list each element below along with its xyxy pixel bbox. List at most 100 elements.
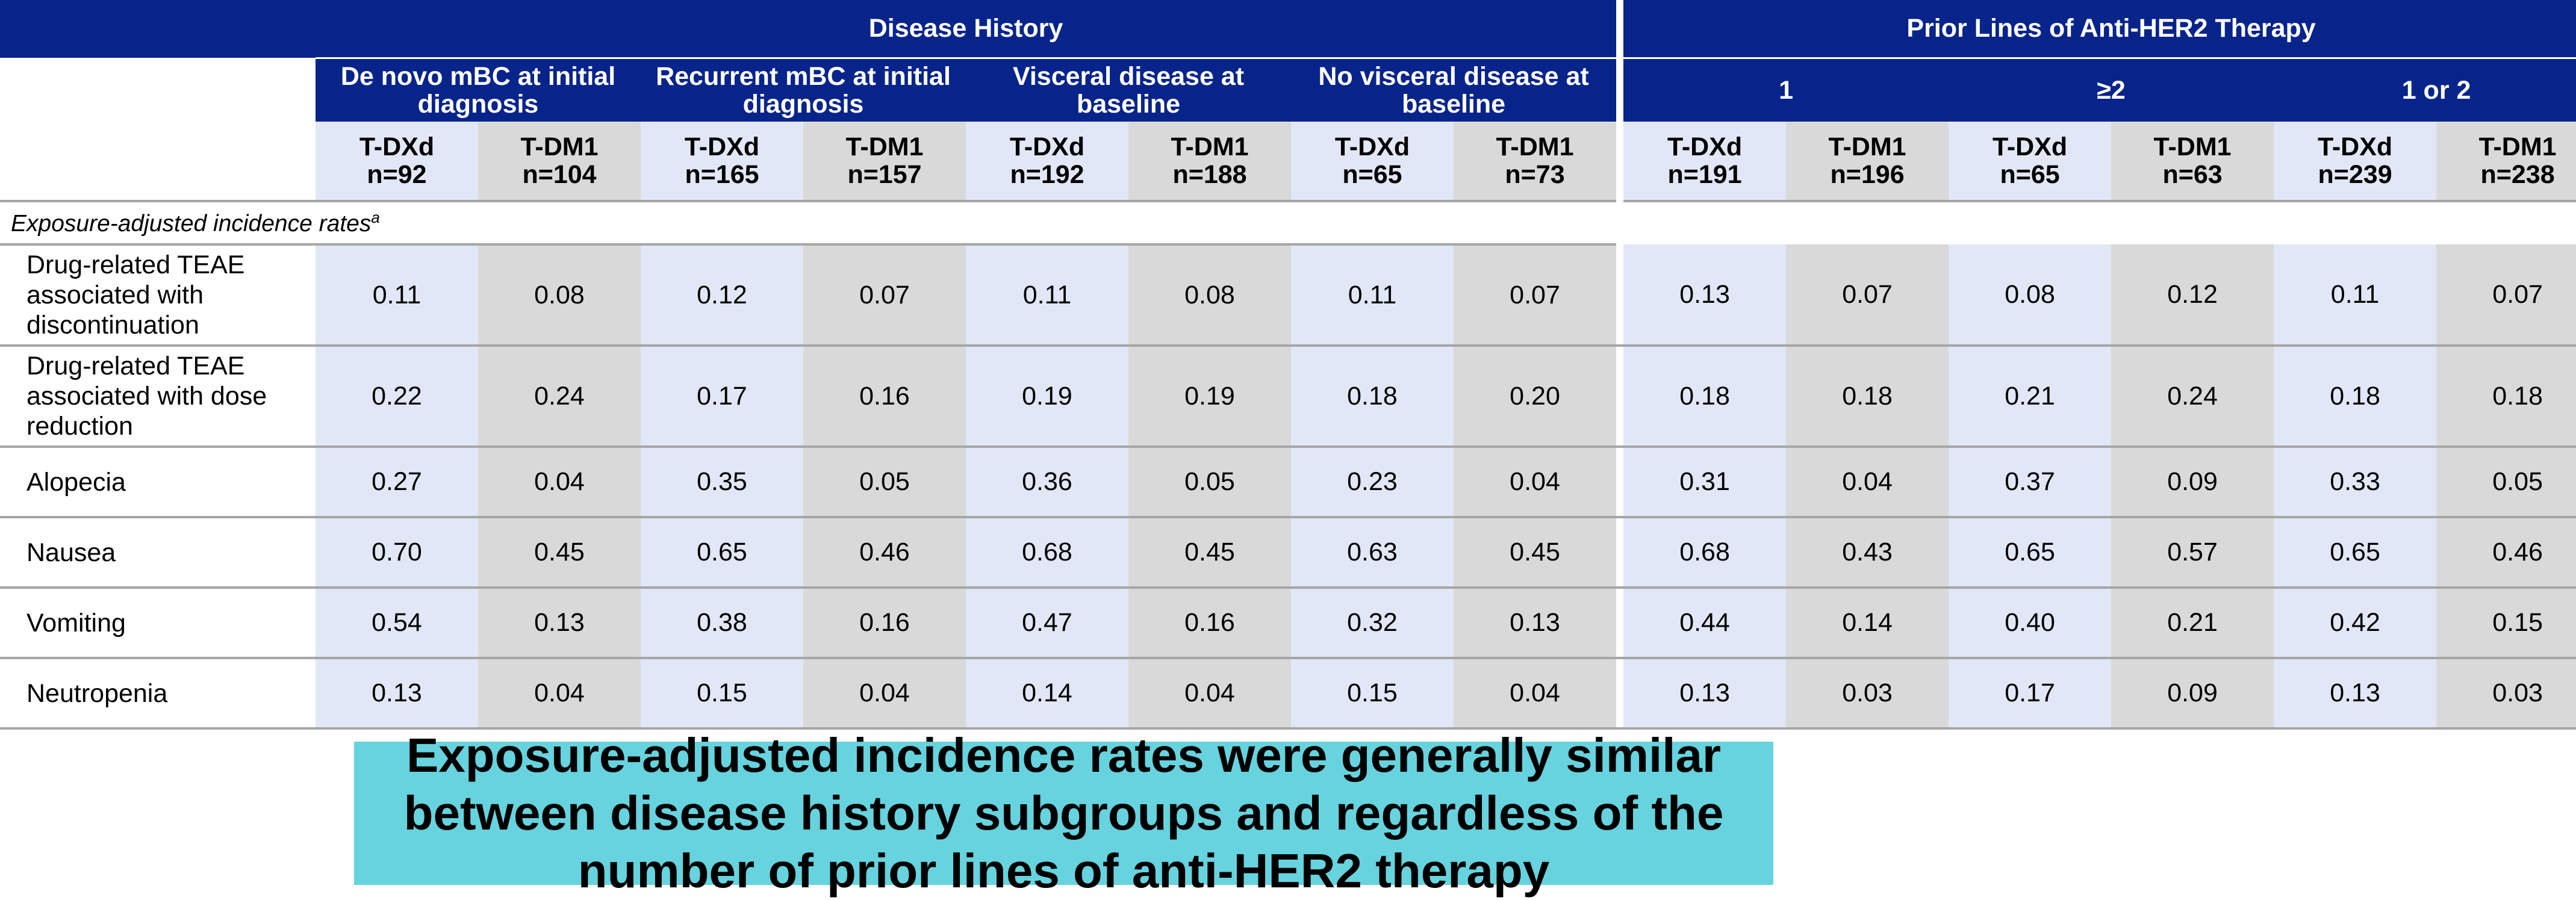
table-row: Nausea 0.70 0.45 0.65 0.46 0.68 0.45 0.63 0.45 0.… — [0, 517, 2576, 589]
value-cell: 0.21 — [1949, 346, 2112, 448]
value-cell: 0.07 — [2436, 244, 2576, 347]
table-row: Vomiting 0.54 0.13 0.38 0.16 0.47 0.16 0.32 0.13… — [0, 588, 2576, 659]
value-cell: 0.04 — [1454, 447, 1617, 518]
value-cell: 0.37 — [1949, 447, 2112, 518]
value-cell: 0.05 — [803, 447, 966, 518]
table-row: Neutropenia 0.13 0.04 0.15 0.04 0.14 0.04 0.15 0… — [0, 658, 2576, 730]
row-label: Nausea — [0, 517, 316, 589]
header-blank-cell — [0, 58, 316, 122]
value-cell: 0.04 — [478, 658, 641, 730]
column-gap — [1616, 346, 1624, 448]
row-label-line: associated with dose — [26, 382, 267, 411]
row-label-line: Neutropenia — [26, 678, 168, 708]
arm-n: n=165 — [685, 160, 759, 189]
value-cell: 0.08 — [1949, 244, 2112, 347]
value-cell: 0.08 — [1128, 244, 1291, 347]
arm-name: T-DXd — [1009, 132, 1085, 161]
value-cell: 0.04 — [1128, 658, 1291, 730]
column-gap — [1616, 58, 1624, 122]
arm-header: T-DXd n=239 — [2274, 122, 2437, 202]
value-cell: 0.09 — [2111, 447, 2274, 518]
subgroup-header: Visceral disease at baseline — [966, 57, 1291, 122]
value-cell: 0.57 — [2111, 517, 2274, 589]
value-cell: 0.70 — [316, 517, 478, 589]
value-cell: 0.12 — [641, 244, 803, 347]
value-cell: 0.05 — [1128, 447, 1291, 518]
value-cell: 0.19 — [1128, 346, 1291, 448]
header-blank-cell — [0, 0, 316, 58]
value-cell: 0.43 — [1786, 517, 1949, 589]
arm-n: n=192 — [1010, 160, 1084, 189]
arm-header: T-DXd n=191 — [1623, 122, 1787, 202]
arm-header: T-DXd n=165 — [641, 122, 803, 202]
value-cell: 0.40 — [1949, 588, 2112, 659]
arm-header: T-DM1 n=196 — [1786, 122, 1949, 202]
arm-header: T-DXd n=192 — [966, 122, 1128, 202]
row-label-line: Drug-related TEAE — [26, 250, 245, 279]
column-gap — [1616, 658, 1624, 730]
arm-n: n=196 — [1830, 160, 1905, 189]
value-cell: 0.13 — [1454, 588, 1617, 659]
arm-n: n=157 — [847, 160, 922, 189]
value-cell: 0.05 — [2436, 447, 2576, 518]
row-label-line: associated with — [26, 281, 204, 309]
value-cell: 0.15 — [2436, 588, 2576, 659]
arm-n: n=104 — [522, 160, 597, 189]
value-cell: 0.18 — [2436, 346, 2576, 448]
arm-name: T-DM1 — [2153, 132, 2232, 161]
row-label: Neutropenia — [0, 658, 316, 730]
arm-name: T-DM1 — [2478, 132, 2557, 161]
arm-name: T-DXd — [684, 132, 760, 161]
arm-n: n=65 — [1342, 160, 1402, 189]
section-label: Exposure-adjusted incidence ratesa — [0, 200, 1617, 246]
value-cell: 0.46 — [2436, 517, 2576, 589]
arm-name: T-DM1 — [520, 132, 599, 161]
value-cell: 0.11 — [966, 244, 1128, 347]
value-cell: 0.16 — [803, 588, 966, 659]
value-cell: 0.17 — [1949, 658, 2112, 730]
value-cell: 0.12 — [2111, 244, 2274, 347]
arm-n: n=239 — [2318, 160, 2392, 189]
value-cell: 0.13 — [2274, 658, 2437, 730]
row-label-line: Vomiting — [26, 608, 126, 638]
arm-name: T-DM1 — [845, 132, 924, 161]
header-blank-cell — [0, 122, 316, 202]
value-cell: 0.32 — [1291, 588, 1454, 659]
section-label-text: Exposure-adjusted incidence rates — [11, 211, 372, 237]
value-cell: 0.04 — [803, 658, 966, 730]
subgroup-header: 1 or 2 — [2274, 57, 2576, 122]
column-gap — [1616, 0, 1624, 58]
arm-header: T-DM1 n=104 — [478, 122, 641, 202]
value-cell: 0.11 — [316, 244, 478, 347]
arm-name: T-DXd — [1334, 132, 1410, 161]
value-cell: 0.36 — [966, 447, 1128, 518]
value-cell: 0.45 — [478, 517, 641, 589]
row-label-line: Drug-related TEAE — [26, 352, 245, 380]
row-label: Drug-related TEAE associated with disconti… — [0, 244, 316, 347]
table-row: Drug-related TEAE associated with disconti… — [0, 244, 2576, 347]
arm-header: T-DM1 n=238 — [2436, 122, 2576, 202]
arm-name: T-DM1 — [1496, 132, 1574, 161]
value-cell: 0.16 — [1128, 588, 1291, 659]
value-cell: 0.65 — [2274, 517, 2437, 589]
arm-n: n=191 — [1667, 160, 1742, 189]
row-label: Alopecia — [0, 447, 316, 518]
arm-name: T-DM1 — [1171, 132, 1249, 161]
arm-header: T-DXd n=92 — [316, 122, 478, 202]
arm-header: T-DM1 n=157 — [803, 122, 966, 202]
arm-name: T-DXd — [2317, 132, 2393, 161]
row-label-line: discontinuation — [26, 311, 199, 340]
value-cell: 0.07 — [1786, 244, 1949, 347]
value-cell: 0.13 — [1623, 658, 1787, 730]
value-cell: 0.13 — [1623, 244, 1787, 347]
value-cell: 0.38 — [641, 588, 803, 659]
column-gap — [1616, 122, 1624, 201]
value-cell: 0.65 — [1949, 517, 2112, 589]
value-cell: 0.24 — [478, 346, 641, 448]
value-cell: 0.13 — [316, 658, 478, 730]
arm-n: n=63 — [2162, 160, 2223, 189]
arm-n: n=92 — [367, 160, 427, 189]
value-cell: 0.18 — [1291, 346, 1454, 448]
blank-cell — [1623, 201, 2576, 244]
value-cell: 0.44 — [1623, 588, 1787, 659]
